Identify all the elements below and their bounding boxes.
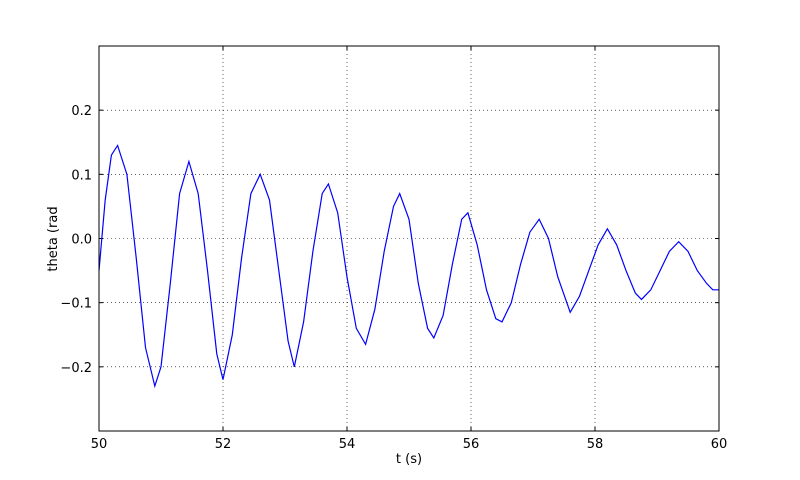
x-tick-label: 58 — [587, 437, 604, 452]
y-axis-label: theta (rad — [46, 206, 61, 271]
y-tick-label: 0.2 — [71, 104, 92, 119]
y-tick-label: −0.1 — [60, 297, 92, 312]
x-tick-label: 60 — [711, 437, 728, 452]
x-tick-label: 56 — [463, 437, 480, 452]
data-line — [98, 144, 719, 389]
x-axis-label: t (s) — [396, 452, 422, 467]
y-tick-label: 0.1 — [71, 168, 92, 183]
x-tick-label: 54 — [339, 437, 356, 452]
plot-frame — [98, 45, 720, 432]
y-tick-label: −0.2 — [60, 361, 92, 376]
x-tick-label: 50 — [91, 437, 108, 452]
y-tick-label: 0.0 — [71, 233, 92, 248]
x-tick-label: 52 — [215, 437, 232, 452]
